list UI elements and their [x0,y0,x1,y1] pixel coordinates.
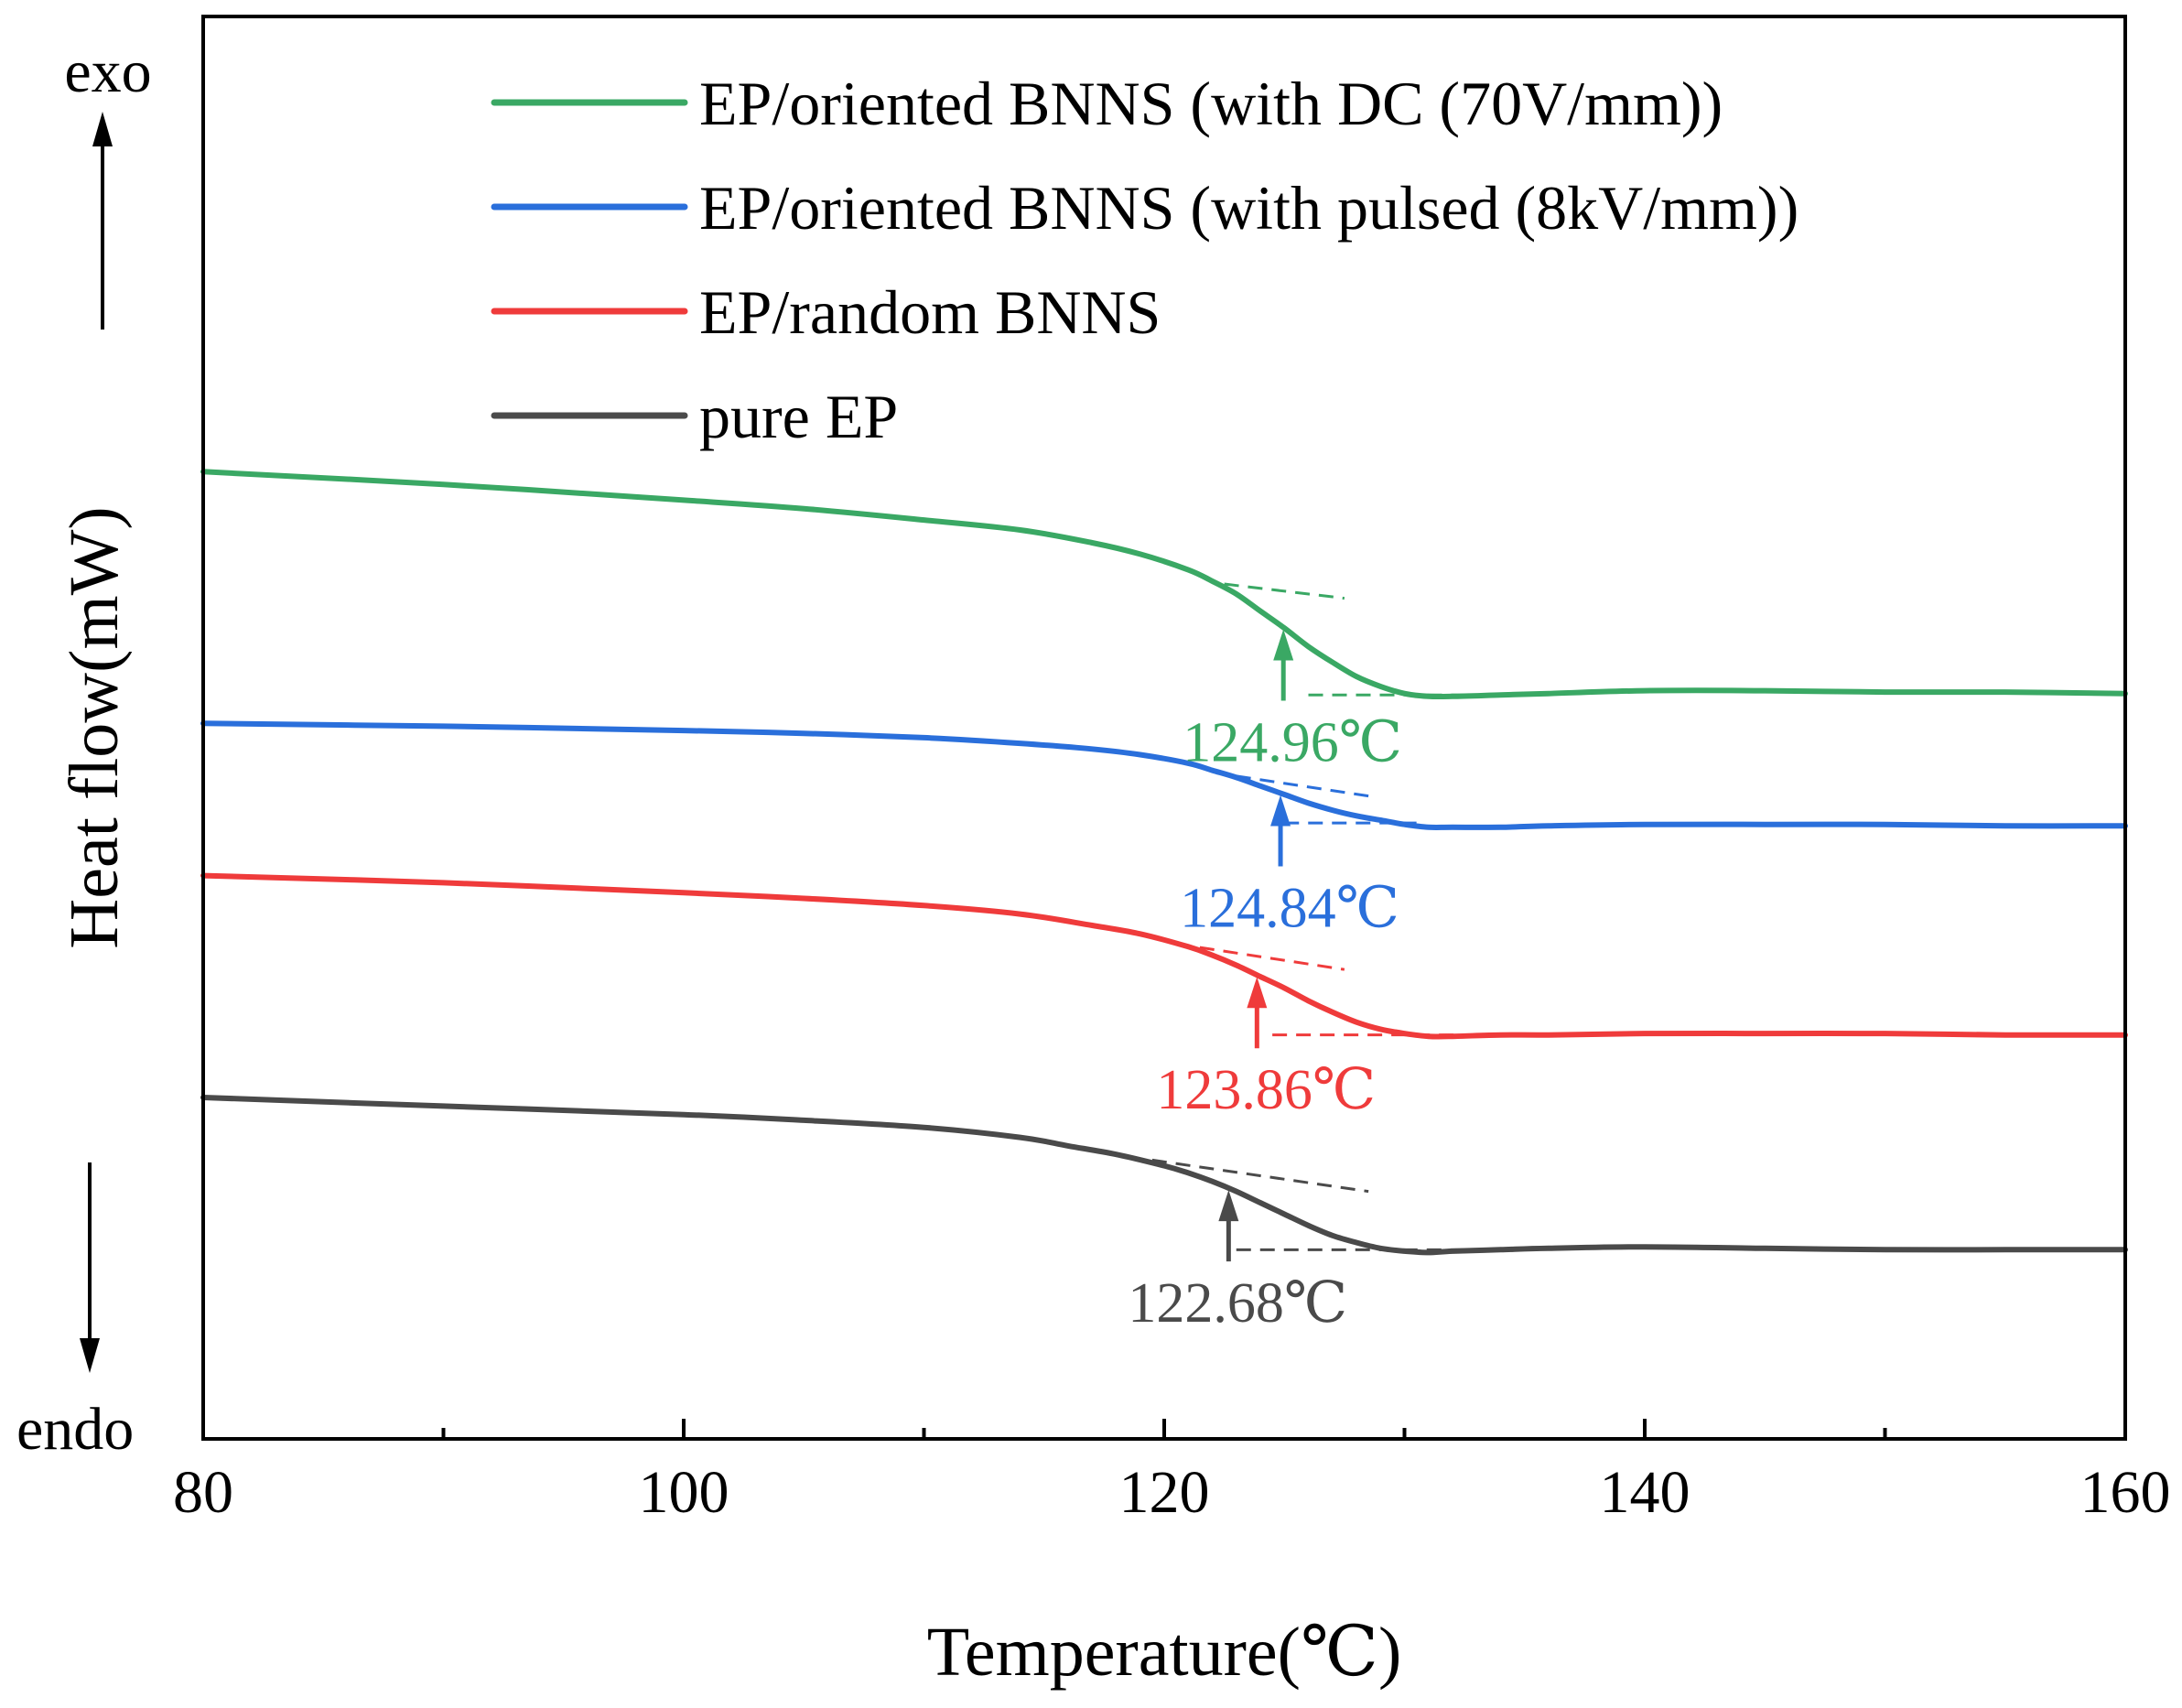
legend-label-ep-oriented-bnns-with-pulsed-8kv-mm: EP/oriented BNNS (with pulsed (8kV/mm)) [699,173,1799,243]
y-axis-title: Heat flow(mW) [56,506,133,948]
tangent-upper-ep-oriented-bnns-with-dc-70v-mm [1224,582,1345,600]
x-axis-ticks: 80 100 120 140 160 [173,1419,2171,1526]
x-tick-label-120: 120 [1119,1459,1210,1526]
tg-arrow-head-ep-random-bnns [1247,977,1268,1009]
tg-arrow-head-pure-ep [1218,1190,1239,1222]
endo-arrow-head [80,1338,100,1373]
series-line-pure-ep [200,1095,2128,1256]
tangent-upper-ep-random-bnns [1175,942,1345,971]
tg-label-ep-oriented-bnns-with-dc-70v-mm: 124.96℃ [1183,711,1402,773]
x-tick-label-140: 140 [1600,1459,1691,1526]
tg-arrow-head-ep-oriented-bnns-with-pulsed-8kv-mm [1270,795,1291,827]
legend-label-pure-ep: pure EP [699,382,898,451]
plot-content [200,469,2128,1256]
tg-label-ep-oriented-bnns-with-pulsed-8kv-mm: 124.84℃ [1180,878,1399,940]
tg-label-pure-ep: 122.68℃ [1128,1272,1347,1335]
legend-label-ep-oriented-bnns-with-dc-70v-mm: EP/oriented BNNS (with DC (70V/mm)) [699,69,1723,138]
series-line-ep-oriented-bnns-with-dc-70v-mm [200,469,2128,700]
x-tick-label-160: 160 [2080,1459,2171,1526]
x-axis-title: Temperature(℃) [927,1614,1402,1691]
x-tick-label-80: 80 [173,1459,233,1526]
endo-label: endo [16,1396,134,1463]
series-line-ep-oriented-bnns-with-pulsed-8kv-mm [200,720,2128,831]
legend-label-ep-random-bnns: EP/random BNNS [699,277,1161,347]
legend: EP/oriented BNNS (with DC (70V/mm)) EP/or… [491,69,1799,451]
x-tick-label-100: 100 [639,1459,729,1526]
tg-label-ep-random-bnns: 123.86℃ [1156,1059,1376,1121]
exo-label: exo [64,38,151,105]
series-line-ep-random-bnns [200,872,2128,1040]
exo-arrow-head [92,112,113,146]
tg-markers: 124.96℃ 124.84℃ 123.86℃ 122.68℃ [1128,629,1402,1335]
tangent-upper-pure-ep [1151,1158,1369,1194]
tg-arrow-head-ep-oriented-bnns-with-dc-70v-mm [1273,629,1294,661]
tangent-layer [1151,582,1489,1251]
